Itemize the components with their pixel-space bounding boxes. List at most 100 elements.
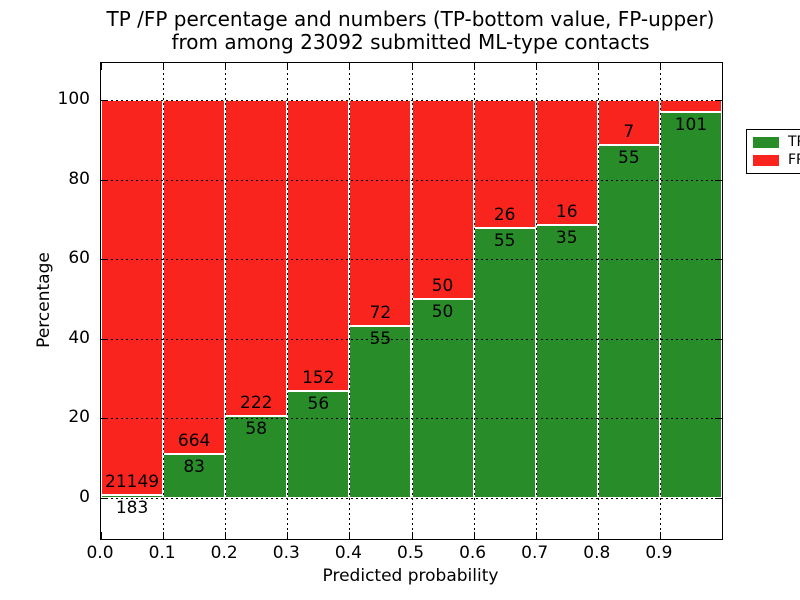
bar-fp-segment bbox=[349, 100, 412, 326]
bar-tp-segment bbox=[535, 224, 598, 498]
x-tick-top bbox=[225, 63, 227, 70]
bar-fp-segment bbox=[659, 100, 722, 112]
bar-tp-segment bbox=[659, 111, 722, 498]
fp-count-label: 664 bbox=[177, 430, 211, 451]
y-tick-label: 60 bbox=[68, 248, 90, 269]
y-tick-right bbox=[715, 338, 722, 340]
y-gridline bbox=[101, 498, 722, 499]
bar-tp-segment bbox=[101, 494, 164, 498]
y-gridline bbox=[101, 338, 722, 340]
y-tick-label: 20 bbox=[68, 407, 90, 428]
y-tick-left bbox=[101, 259, 108, 261]
x-tick-top bbox=[473, 63, 475, 70]
y-gridline bbox=[101, 100, 722, 101]
x-gridline bbox=[225, 63, 227, 539]
x-tick-bottom bbox=[101, 532, 102, 539]
tp-count-label: 58 bbox=[245, 418, 268, 439]
x-tick-label: 0.5 bbox=[396, 543, 425, 563]
tp-legend-swatch bbox=[753, 137, 779, 148]
bar-tp-segment bbox=[473, 227, 536, 498]
x-axis-label: Predicted probability bbox=[322, 566, 499, 586]
tp-count-label: 55 bbox=[618, 147, 640, 168]
x-tick-top bbox=[535, 63, 537, 70]
x-tick-bottom bbox=[722, 532, 723, 539]
fp-count-label: 26 bbox=[493, 204, 516, 225]
x-tick-label: 0.9 bbox=[645, 543, 673, 563]
x-tick-label: 0.8 bbox=[583, 543, 611, 563]
x-tick-top bbox=[659, 63, 661, 70]
chart-title-line2: from among 23092 submitted ML-type conta… bbox=[171, 30, 650, 54]
x-tick-bottom bbox=[473, 532, 475, 539]
y-tick-label: 100 bbox=[57, 89, 90, 109]
tp-count-label: 55 bbox=[369, 328, 392, 349]
x-tick-bottom bbox=[287, 532, 289, 539]
x-tick-bottom bbox=[535, 532, 537, 539]
y-gridline bbox=[101, 179, 722, 181]
x-tick-label: 0.6 bbox=[459, 543, 487, 563]
x-tick-top bbox=[411, 63, 413, 70]
plot-area: TP FP 21149 183 664 83 222 58 152 56 72 55 50 50 26 5… bbox=[100, 62, 800, 540]
x-gridline bbox=[535, 63, 537, 539]
legend-item-tp: TP bbox=[753, 135, 800, 150]
chart-title-line1: TP /FP percentage and numbers (TP-bottom… bbox=[106, 7, 715, 31]
x-tick-bottom bbox=[225, 532, 227, 539]
y-tick-label: 80 bbox=[68, 168, 90, 189]
x-tick-bottom bbox=[411, 532, 413, 539]
y-tick-right bbox=[715, 498, 722, 499]
legend: TP FP bbox=[746, 129, 800, 174]
y-tick-left bbox=[101, 418, 108, 420]
bar-fp-segment bbox=[287, 100, 350, 391]
x-tick-label: 0.2 bbox=[210, 543, 238, 563]
y-tick-label: 40 bbox=[68, 327, 90, 348]
y-tick-left bbox=[101, 498, 108, 499]
fp-count-label: 16 bbox=[555, 201, 578, 222]
y-tick-label: 0 bbox=[79, 487, 90, 507]
x-tick-top bbox=[349, 63, 351, 70]
x-tick-top bbox=[597, 63, 599, 70]
bar-fp-segment bbox=[473, 100, 536, 228]
tp-count-label: 101 bbox=[674, 114, 708, 135]
fp-legend-swatch bbox=[753, 155, 779, 166]
y-gridline bbox=[101, 259, 722, 261]
legend-item-fp: FP bbox=[753, 153, 800, 168]
x-tick-bottom bbox=[597, 532, 599, 539]
bar-tp-segment bbox=[287, 390, 350, 498]
bar-tp-segment bbox=[163, 453, 226, 498]
bar-tp-segment bbox=[411, 299, 474, 498]
tp-count-label: 55 bbox=[493, 230, 516, 251]
bar-tp-segment bbox=[597, 144, 660, 498]
y-tick-left bbox=[101, 179, 108, 181]
bar-fp-segment bbox=[225, 100, 288, 416]
x-tick-top bbox=[101, 63, 102, 70]
fp-count-label: 72 bbox=[369, 302, 392, 323]
tp-count-label: 50 bbox=[431, 302, 454, 322]
y-tick-right bbox=[715, 179, 722, 181]
bar-fp-segment bbox=[411, 100, 474, 299]
x-tick-label: 0.3 bbox=[272, 543, 300, 563]
y-gridline bbox=[101, 418, 722, 420]
tp-count-label: 83 bbox=[183, 456, 205, 477]
bar-fp-segment bbox=[101, 100, 164, 495]
x-tick-bottom bbox=[659, 532, 661, 539]
x-gridline bbox=[163, 63, 165, 539]
x-tick-label: 0.4 bbox=[334, 543, 362, 563]
x-tick-label: 0.0 bbox=[86, 543, 114, 563]
tp-legend-label: TP bbox=[788, 134, 800, 150]
y-tick-left bbox=[101, 338, 108, 340]
bar-tp-segment bbox=[349, 325, 412, 498]
x-tick-bottom bbox=[349, 532, 351, 539]
x-gridline bbox=[473, 63, 475, 539]
fp-count-label: 152 bbox=[302, 367, 335, 388]
tp-count-label: 56 bbox=[307, 393, 330, 414]
x-gridline bbox=[659, 63, 661, 539]
x-gridline bbox=[597, 63, 599, 539]
fp-count-label: 21149 bbox=[105, 471, 160, 492]
fp-count-label: 50 bbox=[431, 276, 454, 296]
x-gridline bbox=[349, 63, 351, 539]
fp-count-label: 7 bbox=[623, 121, 635, 142]
x-tick-bottom bbox=[163, 532, 165, 539]
x-tick-top bbox=[287, 63, 289, 70]
x-gridline bbox=[287, 63, 289, 539]
tp-count-label: 35 bbox=[555, 227, 578, 248]
